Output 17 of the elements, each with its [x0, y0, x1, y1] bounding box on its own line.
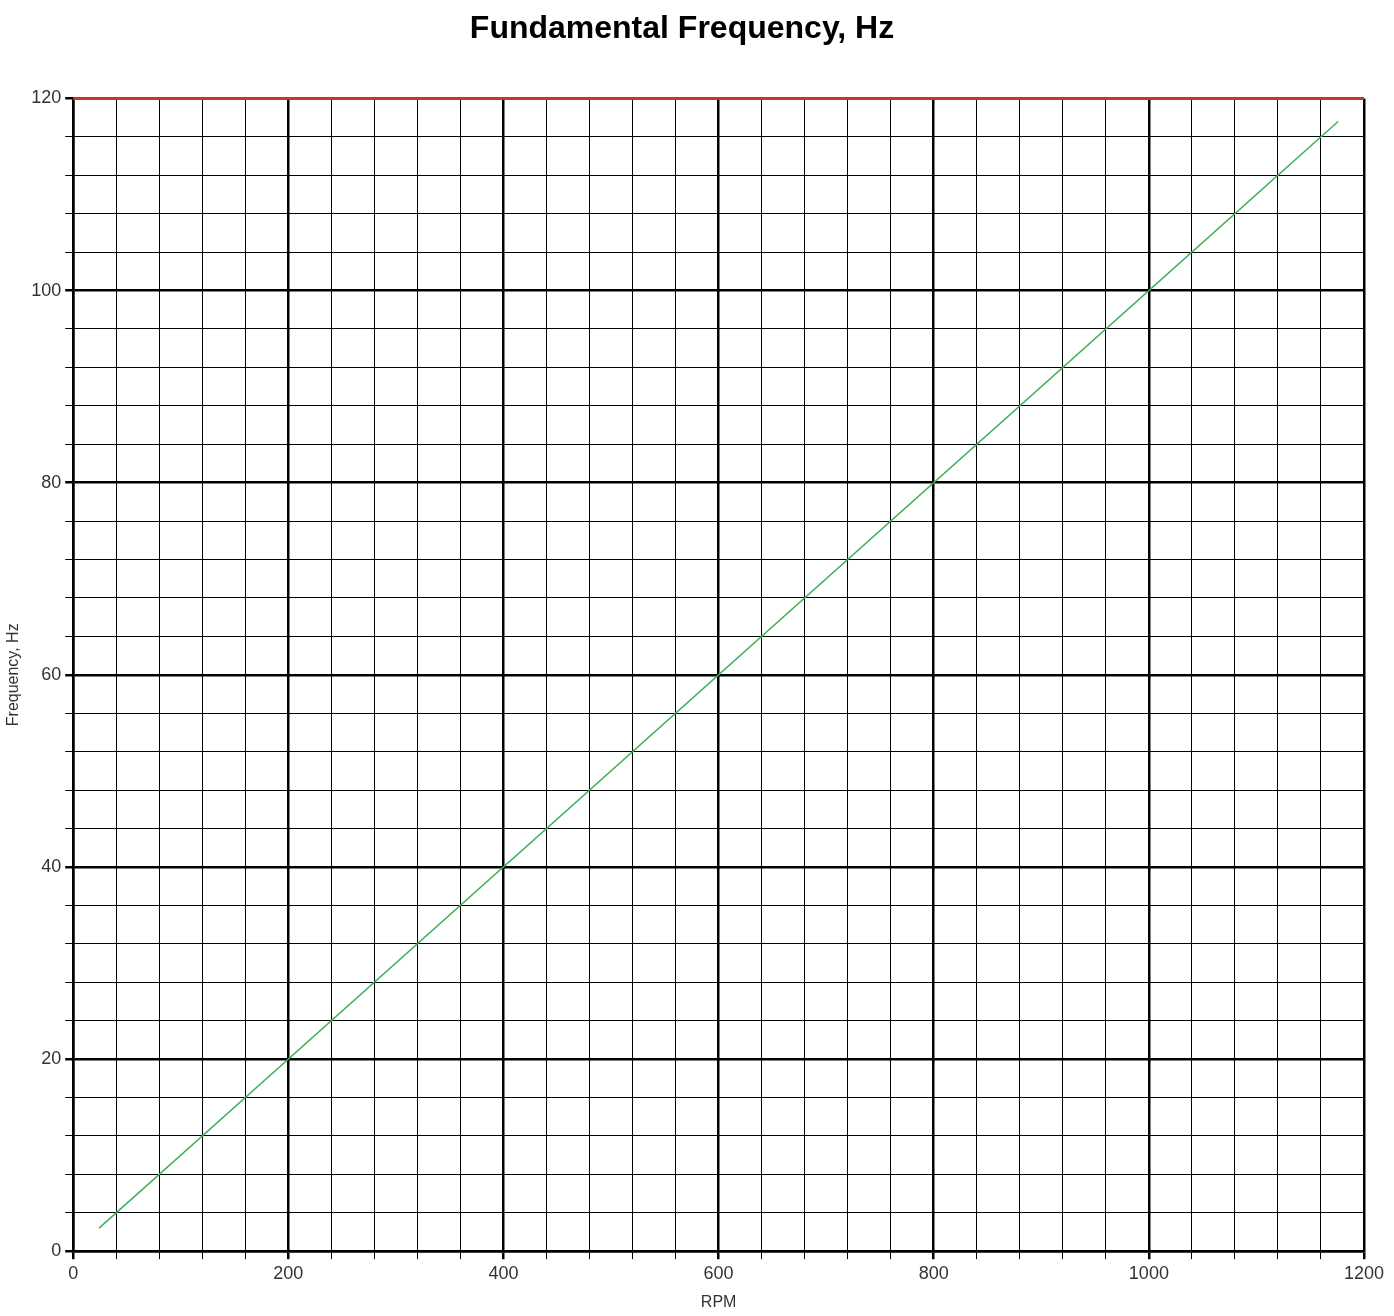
x-tick-label: 400: [488, 1262, 519, 1283]
y-tick-label: 80: [41, 471, 62, 492]
x-tick-label: 1000: [1128, 1262, 1169, 1283]
x-tick-label: 600: [703, 1262, 734, 1283]
x-tick-label: 200: [273, 1262, 304, 1283]
y-tick-label: 20: [41, 1048, 62, 1069]
y-tick-label: 60: [41, 663, 62, 684]
y-tick-label: 40: [41, 855, 62, 876]
x-tick-label: 800: [918, 1262, 949, 1283]
y-tick-label: 0: [51, 1240, 62, 1261]
y-tick-label: 120: [31, 87, 62, 108]
chart-title: Fundamental Frequency, Hz: [469, 9, 895, 46]
x-axis-title: RPM: [700, 1292, 737, 1310]
y-axis-title: Frequency, Hz: [4, 623, 22, 727]
x-tick-label: 0: [68, 1262, 79, 1283]
x-tick-label: 1200: [1343, 1262, 1385, 1283]
y-tick-label: 100: [31, 279, 62, 300]
